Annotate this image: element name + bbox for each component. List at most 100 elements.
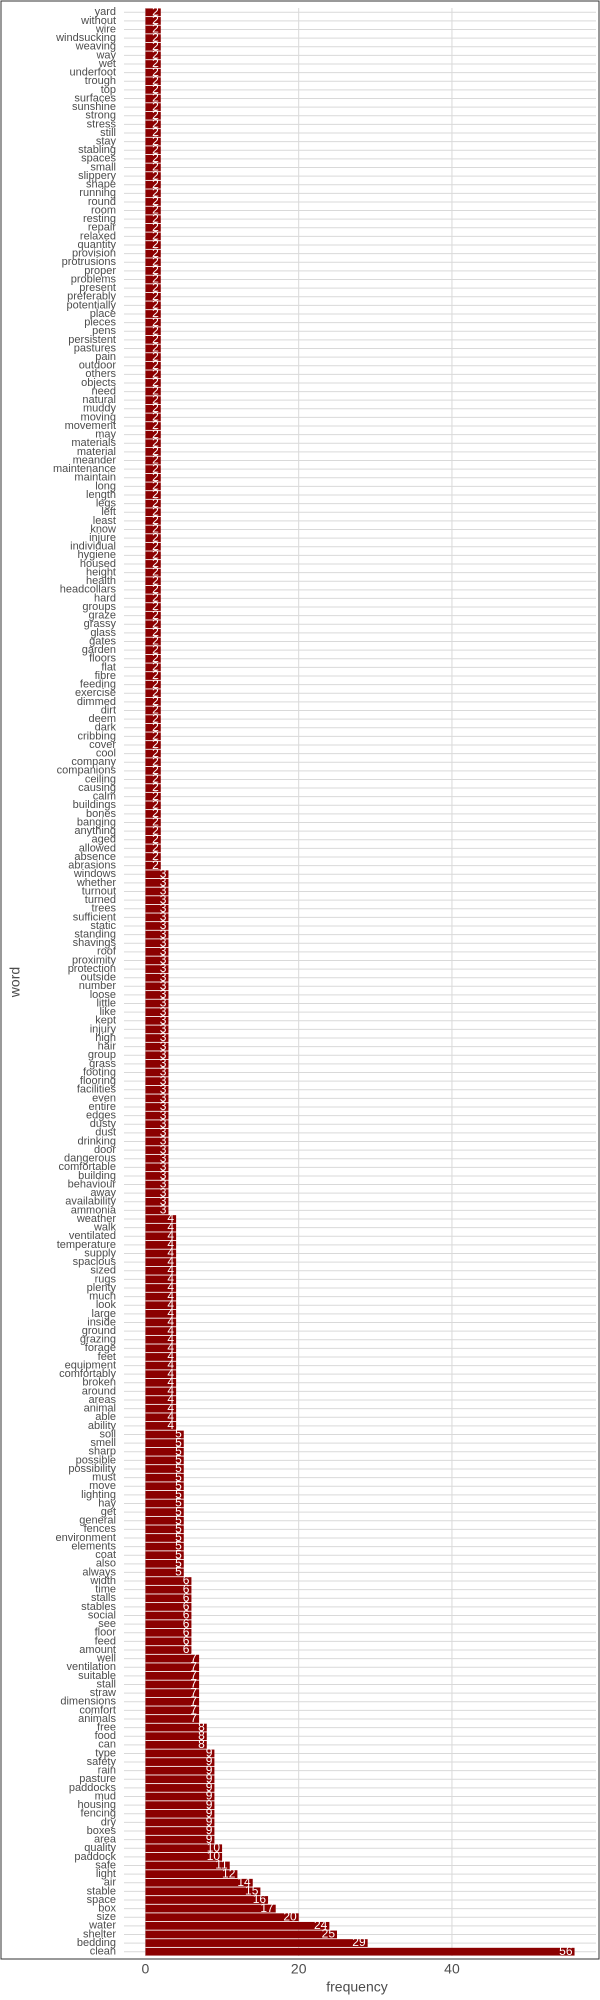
value-label: 2 bbox=[152, 754, 159, 768]
y-tick-label: feeding bbox=[80, 679, 116, 691]
value-label: 4 bbox=[167, 1340, 174, 1354]
value-label: 5 bbox=[175, 1556, 182, 1570]
value-label: 3 bbox=[160, 1159, 167, 1173]
value-label: 2 bbox=[152, 427, 159, 441]
y-tick-label: safe bbox=[95, 1859, 116, 1871]
bar bbox=[145, 585, 161, 594]
bar bbox=[145, 215, 161, 224]
value-label: 56 bbox=[559, 1944, 573, 1958]
y-tick-label: causing bbox=[78, 782, 116, 794]
y-tick-label: mud bbox=[95, 1790, 116, 1802]
bar bbox=[145, 1361, 177, 1370]
y-tick-label: lighting bbox=[81, 1489, 116, 1501]
bar bbox=[145, 896, 169, 904]
value-label: 2 bbox=[152, 772, 159, 786]
y-tick-label: repair bbox=[88, 222, 116, 234]
bar bbox=[145, 887, 169, 896]
y-tick-label: relaxed bbox=[80, 230, 116, 242]
y-tick-label: general bbox=[79, 1515, 116, 1527]
value-label: 3 bbox=[160, 1091, 167, 1105]
bar bbox=[145, 1542, 184, 1551]
bar bbox=[145, 189, 161, 198]
value-label: 2 bbox=[152, 160, 159, 174]
bar bbox=[145, 1947, 575, 1956]
y-tick-label: environment bbox=[55, 1532, 116, 1544]
bar bbox=[145, 456, 161, 465]
bar bbox=[145, 1309, 177, 1318]
bar bbox=[145, 1404, 177, 1413]
bar bbox=[145, 1008, 169, 1017]
y-tick-label: temperature bbox=[57, 1239, 116, 1251]
y-tick-label: space bbox=[87, 1894, 116, 1906]
bar bbox=[145, 1456, 184, 1465]
bar bbox=[145, 1809, 215, 1818]
value-label: 3 bbox=[160, 1134, 167, 1148]
value-label: 2 bbox=[152, 694, 159, 708]
y-tick-label: rain bbox=[98, 1765, 116, 1777]
bar bbox=[145, 1465, 184, 1473]
value-label: 2 bbox=[152, 487, 159, 501]
bar bbox=[145, 491, 161, 499]
y-tick-label: flat bbox=[101, 661, 116, 673]
value-label: 2 bbox=[152, 125, 159, 139]
bar bbox=[145, 1577, 192, 1585]
value-label: 7 bbox=[190, 1685, 197, 1699]
bar bbox=[145, 534, 161, 542]
bar bbox=[145, 448, 161, 456]
y-tick-label: bedding bbox=[77, 1937, 116, 1949]
value-label: 3 bbox=[160, 910, 167, 924]
bar bbox=[145, 965, 169, 973]
y-tick-label: area bbox=[94, 1834, 117, 1846]
y-tick-label: muddy bbox=[83, 403, 117, 415]
value-label: 2 bbox=[152, 254, 159, 268]
bar bbox=[145, 284, 161, 293]
bar bbox=[145, 267, 161, 275]
value-label: 2 bbox=[152, 815, 159, 829]
bar bbox=[145, 1663, 200, 1672]
value-label: 8 bbox=[198, 1720, 205, 1734]
bar bbox=[145, 913, 169, 922]
y-tick-label: bones bbox=[86, 808, 116, 820]
value-label: 3 bbox=[160, 1185, 167, 1199]
value-label: 9 bbox=[206, 1806, 213, 1820]
bar bbox=[145, 1094, 169, 1103]
value-label: 4 bbox=[167, 1228, 174, 1242]
bar bbox=[145, 1516, 184, 1525]
bar bbox=[145, 1335, 177, 1344]
y-tick-label: know bbox=[90, 523, 116, 535]
value-label: 5 bbox=[175, 1435, 182, 1449]
y-tick-label: groups bbox=[82, 601, 116, 613]
bar bbox=[145, 1154, 169, 1163]
y-tick-label: left bbox=[101, 506, 116, 518]
bar bbox=[145, 1861, 230, 1870]
y-tick-label: way bbox=[95, 49, 116, 61]
bar bbox=[145, 689, 161, 698]
y-tick-label: dimensions bbox=[60, 1696, 116, 1708]
y-tick-label: shelter bbox=[83, 1928, 116, 1940]
y-tick-label: slippery bbox=[78, 170, 116, 182]
value-label: 2 bbox=[152, 789, 159, 803]
value-label: 2 bbox=[152, 591, 159, 605]
y-tick-label: underfoot bbox=[70, 67, 116, 79]
value-label: 2 bbox=[152, 720, 159, 734]
bar bbox=[145, 1921, 330, 1930]
bar bbox=[145, 1844, 223, 1853]
y-tick-label: exercise bbox=[75, 687, 116, 699]
bar bbox=[145, 1818, 215, 1827]
bar bbox=[145, 1534, 184, 1542]
value-label: 3 bbox=[160, 935, 167, 949]
y-tick-label: dimmed bbox=[77, 696, 116, 708]
value-label: 3 bbox=[160, 884, 167, 898]
bar bbox=[145, 353, 161, 361]
bar bbox=[145, 594, 161, 603]
y-tick-label: hard bbox=[94, 592, 116, 604]
bar bbox=[145, 1258, 177, 1267]
value-label: 2 bbox=[152, 211, 159, 225]
y-tick-label: whether bbox=[76, 877, 116, 889]
y-tick-label: pasture bbox=[79, 1773, 116, 1785]
y-tick-label: windsucking bbox=[55, 32, 116, 44]
y-tick-label: problems bbox=[71, 273, 117, 285]
value-label: 3 bbox=[160, 927, 167, 941]
y-tick-label: also bbox=[96, 1558, 116, 1570]
bar bbox=[145, 810, 161, 818]
